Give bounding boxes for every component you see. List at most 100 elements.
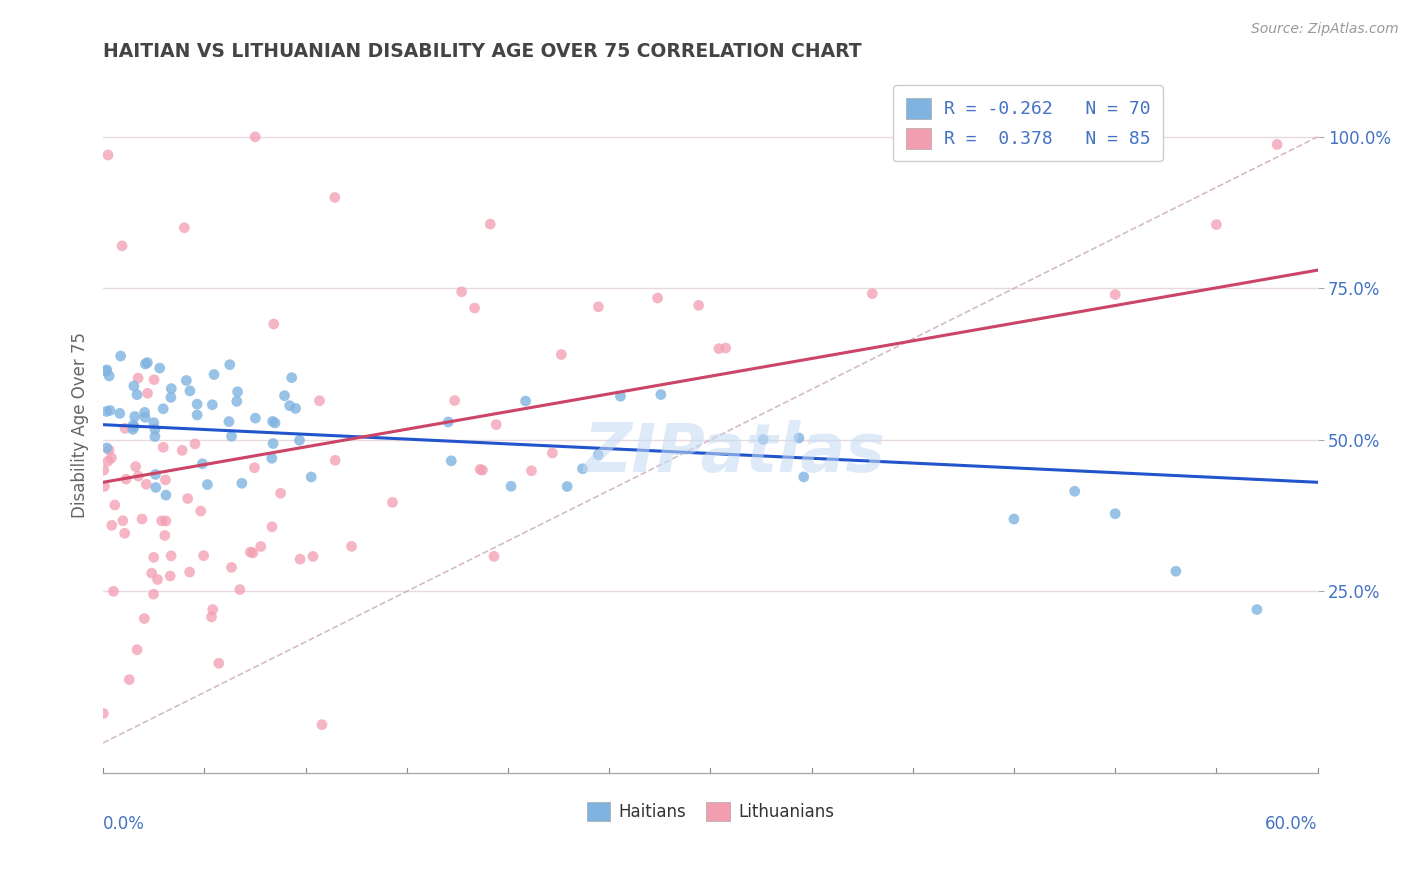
- Point: [229, 582, 252, 597]
- Point: [299, 470, 322, 484]
- Point: [688, 298, 710, 312]
- Point: [96, 363, 118, 377]
- Point: [793, 470, 815, 484]
- Point: [150, 514, 173, 528]
- Point: [381, 495, 404, 509]
- Point: [97, 454, 120, 468]
- Point: [136, 386, 159, 401]
- Text: 0.0%: 0.0%: [103, 815, 145, 833]
- Point: [302, 549, 325, 564]
- Point: [159, 569, 181, 583]
- Point: [288, 434, 311, 448]
- Point: [179, 565, 201, 579]
- Point: [121, 422, 143, 436]
- Point: [143, 429, 166, 443]
- Point: [145, 467, 167, 482]
- Point: [1246, 602, 1268, 616]
- Point: [260, 451, 283, 466]
- Point: [1265, 137, 1288, 152]
- Point: [134, 357, 156, 371]
- Point: [609, 389, 631, 403]
- Point: [647, 291, 669, 305]
- Point: [243, 460, 266, 475]
- Point: [98, 368, 121, 383]
- Point: [221, 429, 243, 443]
- Point: [127, 371, 149, 385]
- Point: [135, 477, 157, 491]
- Point: [124, 409, 146, 424]
- Point: [100, 518, 122, 533]
- Point: [262, 436, 284, 450]
- Point: [1104, 287, 1126, 301]
- Point: [464, 301, 486, 315]
- Point: [515, 394, 537, 409]
- Point: [179, 384, 201, 398]
- Point: [242, 546, 264, 560]
- Point: [440, 454, 463, 468]
- Point: [239, 545, 262, 559]
- Text: 60.0%: 60.0%: [1265, 815, 1317, 833]
- Point: [114, 526, 136, 541]
- Point: [153, 528, 176, 542]
- Point: [201, 602, 224, 616]
- Point: [100, 450, 122, 465]
- Point: [218, 415, 240, 429]
- Point: [550, 347, 572, 361]
- Point: [155, 473, 177, 487]
- Point: [249, 540, 271, 554]
- Legend: Haitians, Lithuanians: Haitians, Lithuanians: [581, 795, 841, 828]
- Point: [131, 512, 153, 526]
- Point: [152, 440, 174, 454]
- Point: [155, 514, 177, 528]
- Point: [860, 286, 883, 301]
- Point: [142, 587, 165, 601]
- Point: [714, 341, 737, 355]
- Point: [145, 480, 167, 494]
- Point: [270, 486, 292, 500]
- Point: [143, 373, 166, 387]
- Point: [96, 441, 118, 455]
- Point: [221, 560, 243, 574]
- Point: [111, 514, 134, 528]
- Point: [202, 368, 225, 382]
- Point: [142, 416, 165, 430]
- Point: [588, 300, 610, 314]
- Text: Source: ZipAtlas.com: Source: ZipAtlas.com: [1251, 22, 1399, 37]
- Point: [141, 566, 163, 581]
- Point: [125, 387, 148, 401]
- Point: [155, 488, 177, 502]
- Point: [184, 437, 207, 451]
- Point: [110, 349, 132, 363]
- Point: [197, 477, 219, 491]
- Point: [122, 379, 145, 393]
- Y-axis label: Disability Age Over 75: Disability Age Over 75: [72, 332, 89, 517]
- Point: [94, 364, 117, 378]
- Point: [485, 417, 508, 432]
- Point: [707, 342, 730, 356]
- Point: [111, 239, 134, 253]
- Point: [160, 382, 183, 396]
- Point: [160, 549, 183, 563]
- Point: [650, 387, 672, 401]
- Point: [190, 504, 212, 518]
- Point: [231, 476, 253, 491]
- Point: [200, 610, 222, 624]
- Point: [176, 374, 198, 388]
- Point: [93, 463, 115, 477]
- Point: [450, 285, 472, 299]
- Point: [278, 399, 301, 413]
- Point: [186, 397, 208, 411]
- Point: [262, 414, 284, 428]
- Point: [437, 415, 460, 429]
- Point: [218, 358, 240, 372]
- Point: [98, 442, 121, 457]
- Point: [225, 394, 247, 409]
- Point: [104, 498, 127, 512]
- Point: [176, 491, 198, 506]
- Point: [127, 469, 149, 483]
- Point: [124, 459, 146, 474]
- Point: [134, 405, 156, 419]
- Point: [1205, 218, 1227, 232]
- Point: [1104, 507, 1126, 521]
- Point: [263, 317, 285, 331]
